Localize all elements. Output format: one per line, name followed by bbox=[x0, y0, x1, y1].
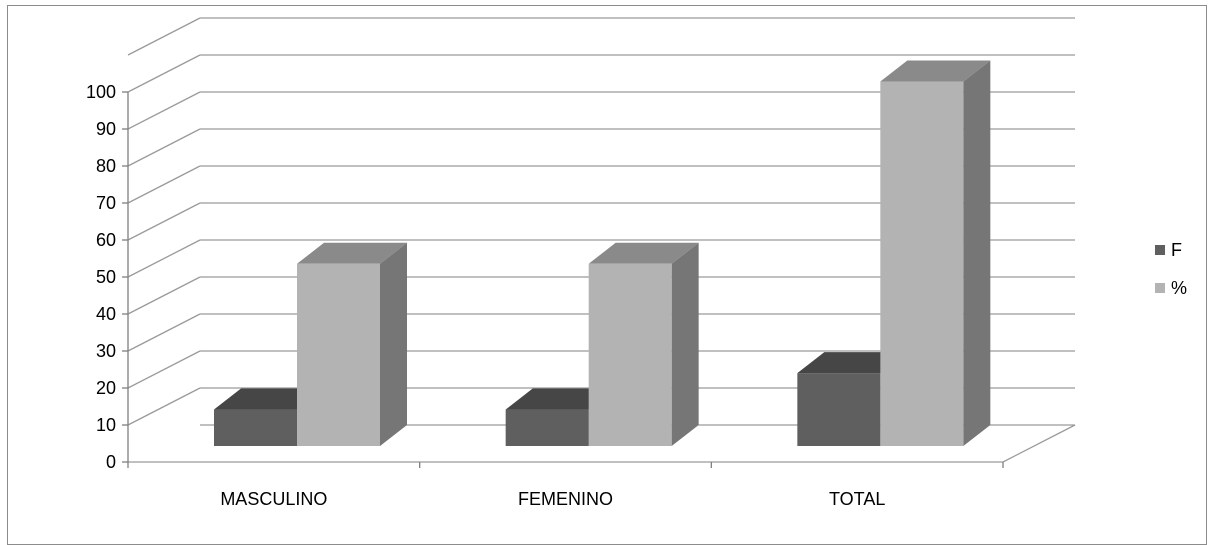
gridline-diagonal bbox=[127, 17, 201, 56]
gridline-diagonal bbox=[127, 91, 201, 130]
x-tick-label: TOTAL bbox=[829, 489, 885, 509]
bar-top bbox=[880, 60, 991, 82]
y-tick-label: 30 bbox=[96, 341, 116, 361]
y-tick-label: 60 bbox=[96, 230, 116, 250]
bar-side bbox=[963, 60, 991, 447]
y-tick-label: 80 bbox=[96, 156, 116, 176]
bar-top bbox=[588, 242, 699, 264]
legend-label: F bbox=[1171, 240, 1182, 260]
y-tick-label: 20 bbox=[96, 378, 116, 398]
y-tick-label: 50 bbox=[96, 267, 116, 287]
gridline-diagonal bbox=[127, 165, 201, 204]
gridline-diagonal bbox=[127, 202, 201, 241]
x-tick-label: FEMENINO bbox=[518, 489, 613, 509]
bar bbox=[880, 81, 964, 447]
y-tick-label: 0 bbox=[106, 452, 116, 472]
y-tick-label: 40 bbox=[96, 304, 116, 324]
legend-swatch bbox=[1155, 245, 1165, 255]
bar-top bbox=[297, 242, 407, 264]
bar bbox=[297, 263, 380, 446]
bar-top bbox=[505, 388, 616, 410]
legend-swatch bbox=[1155, 283, 1165, 293]
gridline-diagonal bbox=[127, 54, 201, 93]
gridline-diagonal bbox=[127, 239, 201, 278]
bar-top bbox=[214, 388, 324, 410]
bar-top bbox=[797, 352, 908, 374]
y-tick-label: 90 bbox=[96, 119, 116, 139]
gridline-diagonal bbox=[127, 387, 201, 426]
bar-side bbox=[380, 242, 407, 446]
legend-label: % bbox=[1171, 278, 1187, 298]
gridline-diagonal bbox=[127, 350, 201, 389]
y-tick-label: 10 bbox=[96, 415, 116, 435]
bars bbox=[214, 60, 991, 447]
chart-axes bbox=[122, 91, 1004, 468]
bar bbox=[797, 373, 881, 446]
gridline-diagonal bbox=[127, 313, 201, 352]
y-tick-label: 70 bbox=[96, 193, 116, 213]
gridline-diagonal bbox=[127, 276, 201, 315]
bar-chart: 0 10 20 30 40 50 60 70 80 90 100 MASCULINO FEMENINO… bbox=[86, 17, 1187, 509]
y-tick-label: 100 bbox=[86, 82, 116, 102]
bar-side bbox=[671, 242, 699, 446]
x-tick-label: MASCULINO bbox=[220, 489, 327, 509]
gridline-diagonal bbox=[127, 128, 201, 167]
bar bbox=[588, 263, 672, 446]
x-tick-labels: MASCULINO FEMENINO TOTAL bbox=[220, 489, 885, 509]
bar bbox=[214, 409, 297, 446]
bar bbox=[505, 409, 589, 446]
y-tick-labels: 0 10 20 30 40 50 60 70 80 90 100 bbox=[86, 82, 116, 472]
legend: F% bbox=[1155, 240, 1187, 298]
